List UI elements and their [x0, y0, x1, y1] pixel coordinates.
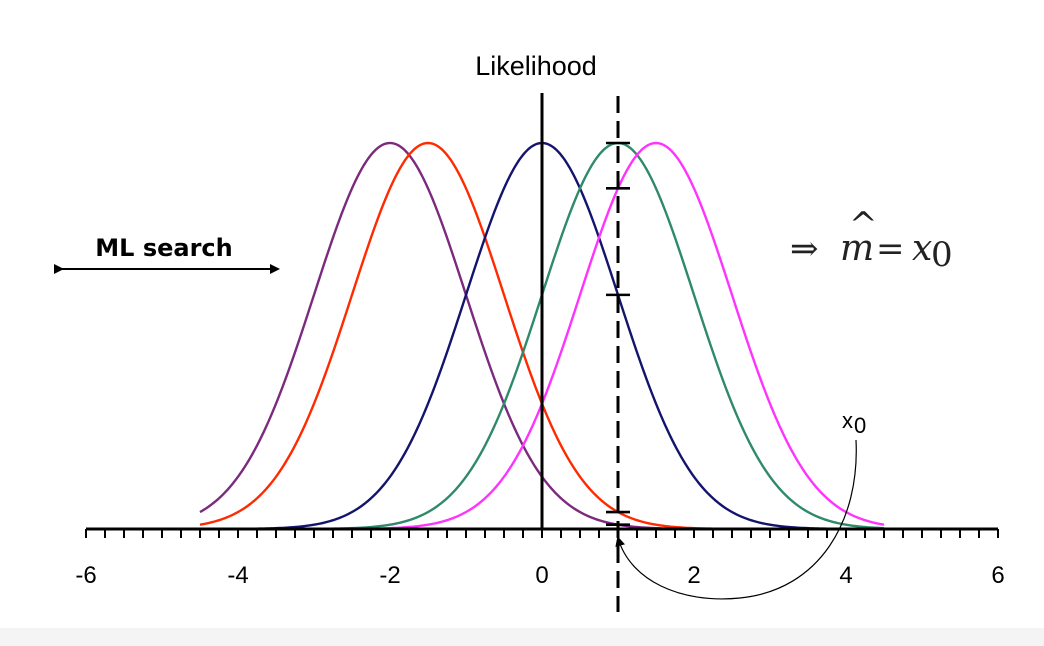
- ml-estimate-formula: ⇒ m ^ = x 0: [790, 205, 953, 275]
- x-tick-label: 2: [687, 562, 700, 589]
- footer-band: [0, 628, 1044, 646]
- x-minor-ticks: [85, 529, 999, 538]
- chart-title: Likelihood: [475, 51, 597, 81]
- x-tick-label: 6: [991, 562, 1004, 589]
- equals-symbol: =: [876, 229, 905, 269]
- x-tick-labels: -6 -4 -2 0 2 4 6: [75, 562, 1004, 589]
- ml-search-annotation: ML search: [54, 234, 280, 274]
- x-tick-label: 4: [839, 562, 852, 589]
- ml-search-label: ML search: [95, 234, 232, 262]
- x-tick-label: -6: [75, 562, 96, 589]
- x-tick-label: -4: [227, 562, 248, 589]
- subscript-zero: 0: [931, 235, 953, 275]
- x0-annotation: x 0: [615, 408, 866, 600]
- x0-label: x: [842, 408, 853, 433]
- x-tick-label: 0: [535, 562, 548, 589]
- implies-symbol: ⇒: [790, 229, 819, 269]
- m-symbol: m: [840, 228, 874, 269]
- observation-marker: [606, 96, 630, 612]
- x-symbol: x: [912, 228, 932, 269]
- axes: -6 -4 -2 0 2 4 6: [75, 93, 1005, 589]
- x0-subscript: 0: [854, 413, 866, 438]
- hat-symbol: ^: [849, 205, 878, 245]
- x0-pointer-arrow: [615, 439, 857, 600]
- x-tick-label: -2: [379, 562, 400, 589]
